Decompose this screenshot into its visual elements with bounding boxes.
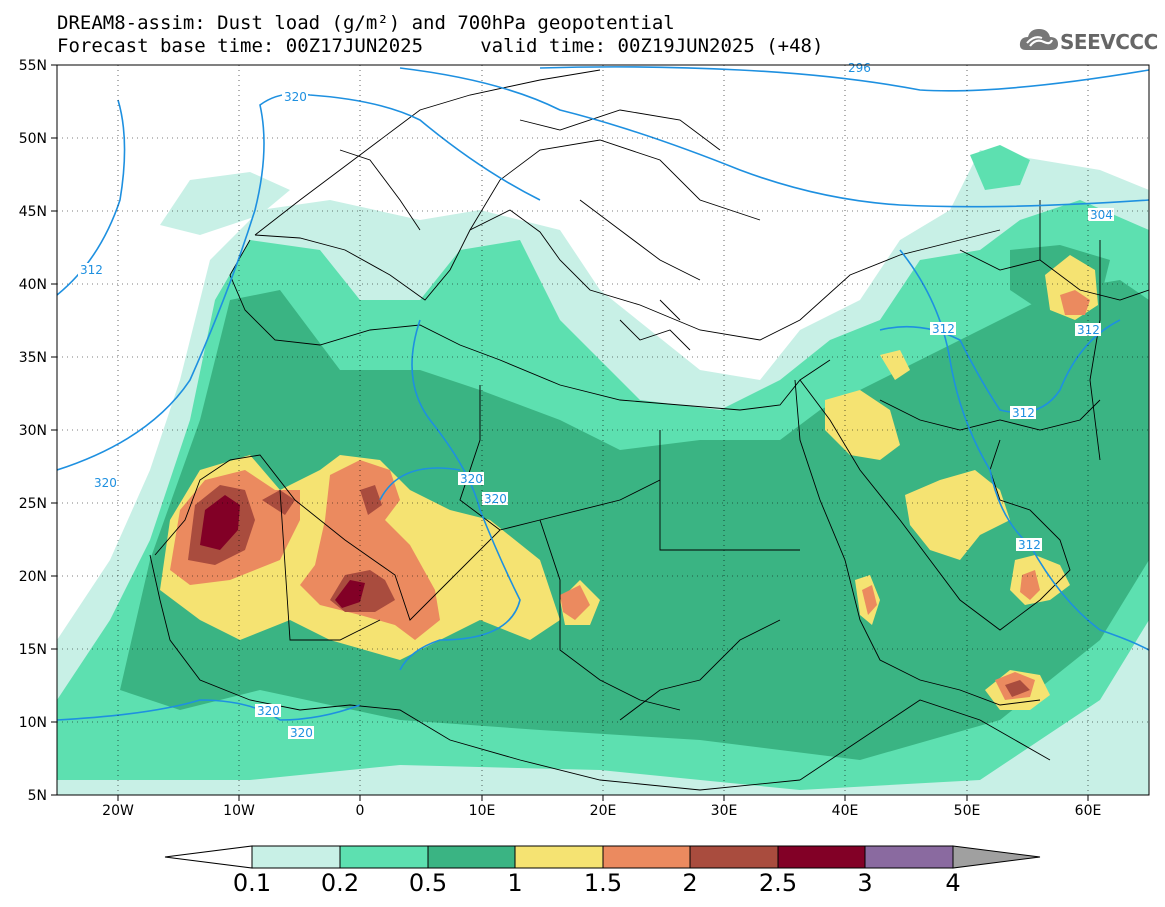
contour-label: 320	[484, 492, 507, 506]
contour-label: 312	[1018, 538, 1041, 552]
map-subtitle: Forecast base time: 00Z17JUN2025 valid t…	[57, 35, 824, 57]
lat-label: 40N	[19, 277, 47, 293]
lon-label: 40E	[832, 803, 859, 819]
colorbar-label: 1	[507, 869, 523, 897]
colorbar-segment	[339, 845, 429, 869]
seevccc-logo: SEEVCCC	[1018, 24, 1158, 60]
lon-label: 60E	[1075, 803, 1102, 819]
lat-label: 5N	[28, 788, 47, 804]
colorbar-label: 1.5	[583, 869, 623, 897]
colorbar-label: 3	[857, 869, 873, 897]
contour-label: 320	[290, 726, 313, 740]
lat-label: 25N	[19, 496, 47, 512]
graticule	[57, 65, 1149, 795]
contour-label: 320	[460, 472, 483, 486]
colorbar-label: 2	[682, 869, 698, 897]
lat-label: 30N	[19, 423, 47, 439]
colorbar-segment	[777, 845, 866, 869]
lon-label: 50E	[954, 803, 981, 819]
logo-text: SEEVCCC	[1060, 30, 1158, 54]
lat-label: 20N	[19, 569, 47, 585]
axis-ticks	[51, 64, 1089, 801]
longitude-labels: 20W 10W 0 10E 20E 30E 40E 50E 60E	[102, 803, 1101, 819]
lat-label: 55N	[19, 58, 47, 74]
colorbar-label: 0.1	[232, 869, 272, 897]
lon-label: 10W	[223, 803, 255, 819]
colorbar	[164, 845, 1041, 869]
contour-label: 312	[1077, 323, 1100, 337]
contour-label: 320	[94, 476, 117, 490]
colorbar-label: 4	[945, 869, 961, 897]
colorbar-segment	[602, 845, 691, 869]
lon-label: 20W	[102, 803, 134, 819]
colorbar-under-triangle	[164, 845, 253, 869]
colorbar-segment	[427, 845, 516, 869]
lat-label: 50N	[19, 131, 47, 147]
colorbar-label: 0.5	[408, 869, 448, 897]
cloud-icon	[1019, 29, 1058, 50]
colorbar-segment	[251, 845, 341, 869]
contour-label: 312	[932, 322, 955, 336]
contour-label: 312	[80, 263, 103, 277]
contour-label: 304	[1090, 208, 1113, 222]
latitude-labels: 55N 50N 45N 40N 35N 30N 25N 20N 15N 10N …	[19, 58, 47, 804]
lat-label: 10N	[19, 715, 47, 731]
colorbar-over-triangle	[952, 845, 1041, 869]
colorbar-segment	[864, 845, 954, 869]
contour-label: 296	[848, 61, 871, 75]
lon-label: 0	[356, 803, 365, 819]
lat-label: 15N	[19, 642, 47, 658]
contour-label: 320	[284, 90, 307, 104]
map-title: DREAM8-assim: Dust load (g/m²) and 700hP…	[57, 12, 675, 34]
lon-label: 20E	[590, 803, 617, 819]
colorbar-label: 0.2	[320, 869, 360, 897]
contour-label: 320	[257, 704, 280, 718]
lat-label: 35N	[19, 350, 47, 366]
colorbar-segment	[689, 845, 779, 869]
lon-label: 30E	[711, 803, 738, 819]
contour-label: 312	[1012, 406, 1035, 420]
colorbar-label: 2.5	[758, 869, 798, 897]
colorbar-segment	[514, 845, 604, 869]
lat-label: 45N	[19, 204, 47, 220]
coastlines-and-borders	[149, 69, 1149, 791]
lon-label: 10E	[469, 803, 496, 819]
contour-labels: 296 304 312 312 312 312 312 320 320 320 …	[78, 61, 1114, 740]
